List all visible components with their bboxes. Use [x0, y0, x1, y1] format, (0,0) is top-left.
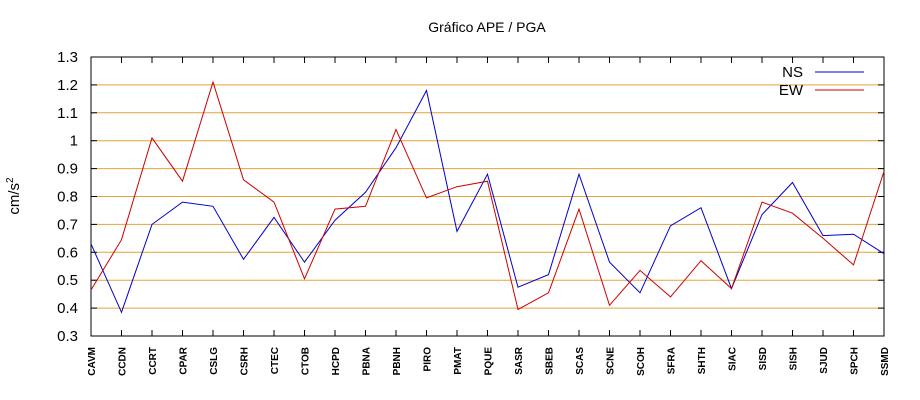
y-tick-label: 1.2 [57, 77, 78, 94]
series-lines [90, 80, 885, 314]
y-tick-label: 0.4 [57, 300, 78, 317]
x-tick-label: SCNE [606, 347, 617, 375]
x-tick-label: PBNA [362, 347, 373, 375]
x-tick-label: CCRT [148, 347, 159, 375]
x-tick-label: CTOB [301, 347, 312, 375]
y-tick-label: 1.3 [57, 49, 78, 66]
x-tick-label: CCDN [118, 347, 129, 376]
x-tick-label: SCOH [636, 347, 647, 376]
series-line-ns [90, 89, 885, 314]
x-tick-label: CSLG [209, 347, 220, 375]
y-tick-label: 0.8 [57, 189, 78, 206]
grid-lines [91, 84, 884, 309]
x-tick-label: SISD [758, 347, 769, 370]
y-tick-label: 1.1 [57, 105, 78, 122]
x-tick-label: PBNH [392, 347, 403, 375]
y-tick-label: 0.6 [57, 244, 78, 261]
y-tick-label: 0.7 [57, 216, 78, 233]
x-tick-label: SBEB [545, 347, 556, 375]
y-axis-label-superscript: 2 [5, 177, 16, 183]
x-tick-label: HCPD [331, 347, 342, 375]
x-tick-label: SCAS [575, 347, 586, 375]
x-tick-label: PMAT [453, 347, 464, 375]
chart-title: Gráfico APE / PGA [428, 19, 546, 35]
y-tick-label: 0.9 [57, 161, 78, 178]
y-tick-label: 0.5 [57, 272, 78, 289]
x-tick-label: CSRH [240, 347, 251, 375]
legend-label-ns: NS [782, 64, 803, 81]
x-tick-label: SJUD [819, 347, 830, 374]
y-tick-label: 0.3 [57, 328, 78, 345]
x-tick-label: SPCH [850, 347, 861, 375]
x-axis-ticks: CAVM CCDN CCRT CPAR CSLG CSRH CTEC CTOB HCPD PBNA… [87, 57, 891, 376]
x-tick-label: CAVM [87, 347, 98, 376]
x-tick-label: PQUE [484, 347, 495, 376]
x-tick-label: SIAC [728, 347, 739, 371]
x-tick-label: SISH [789, 347, 800, 370]
x-tick-label: SASR [514, 346, 525, 375]
x-tick-label: SHTH [697, 347, 708, 374]
y-axis-label: cm/s2 [5, 177, 23, 215]
series-line-ew [90, 80, 885, 311]
x-tick-label: SFRA [667, 347, 678, 374]
y-tick-label: 1 [70, 133, 78, 150]
x-tick-label: PIRO [423, 347, 434, 372]
legend-label-ew: EW [779, 82, 804, 99]
x-tick-label: CTEC [270, 347, 281, 374]
y-axis-label-unit: cm/s [6, 183, 23, 215]
x-tick-label: CPAR [179, 346, 190, 374]
x-tick-label: SSMD [880, 347, 891, 376]
